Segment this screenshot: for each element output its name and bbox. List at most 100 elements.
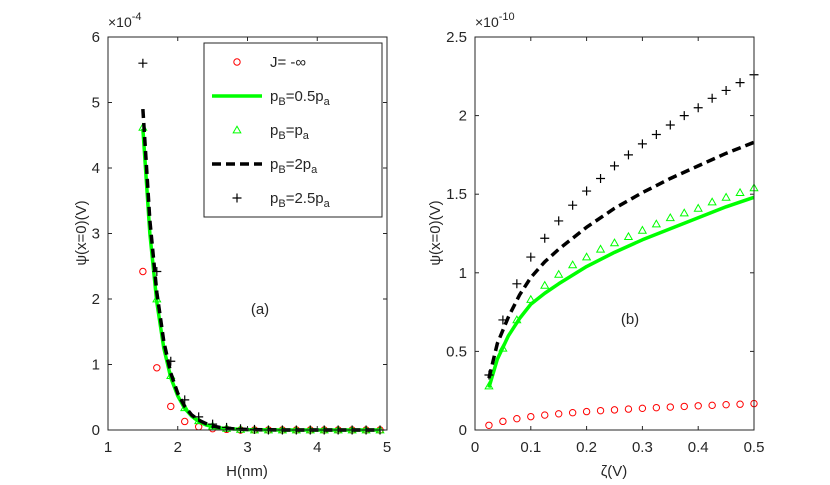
panel-b-y-tick-label: 2 — [459, 108, 467, 125]
legend-entry-0: J= -∞ — [233, 54, 306, 71]
panel-b-y-axis-label: ψ(x=0)(V) — [427, 200, 444, 265]
panel-a-y-tick-label: 6 — [92, 29, 100, 46]
legend-entry-2: pB=pa — [232, 122, 310, 142]
panel-a-series-pb2.5pa-point — [152, 266, 162, 276]
panel-b-x-tick-label: 0.5 — [744, 439, 765, 456]
panel-b-series-pbpa-point — [623, 231, 634, 240]
panel-b-series-pb2.5pa-point — [526, 252, 536, 262]
panel-b-y-tick-label: 1.5 — [446, 186, 467, 203]
panel-b-x-tick-label: 0.2 — [576, 439, 597, 456]
panel-a-series-pb2.5pa-point — [194, 412, 204, 422]
panel-b-series-pbpa-point — [665, 212, 675, 222]
legend-plus-marker — [232, 193, 242, 203]
panel-b-series-pb2.5pa-point — [582, 186, 592, 196]
panel-b-series-pbpa-point — [567, 260, 578, 269]
panel-b-data — [484, 70, 759, 429]
panel-b-series-pbpa-point — [637, 225, 648, 234]
panel-b-series-pbpa-point — [609, 238, 620, 247]
panel-a-x-tick-label: 2 — [174, 439, 182, 456]
panel-b: 0 0.1 0.2 0.3 0.4 0.5 0 0.5 1 1.5 2 2.5 ×10-10 ζ(V)… — [427, 11, 764, 480]
panel-b-series-j-point — [582, 407, 591, 416]
panel-b-series-pbpa-point — [554, 269, 564, 278]
panel-b-series-pbpa-point — [721, 192, 731, 201]
panel-b-y-tick-label: 1 — [459, 265, 467, 282]
panel-b-series-pb2.5pa-point — [484, 370, 494, 380]
panel-b-series-j-point — [624, 405, 633, 413]
panel-b-series-j-point — [680, 402, 688, 411]
panel-b-series-j-point — [541, 411, 549, 419]
legend-label: pB=pa — [270, 122, 310, 142]
panel-a-y-tick-label: 5 — [92, 95, 100, 112]
panel-b-series-pb2.5pa-point — [735, 78, 745, 88]
panel-b-series-pb2.5pa-point — [568, 200, 578, 210]
panel-b-series-pbpa-point — [693, 203, 703, 212]
panel-b-series-j-point — [652, 403, 661, 412]
panel-b-series-pb2.5pa-point — [610, 161, 619, 171]
panel-b-series-pbpa-point — [498, 343, 508, 352]
panel-b-x-axis-label: ζ(V) — [601, 463, 628, 480]
panel-a-y-tick-label: 1 — [92, 357, 100, 374]
panel-a-series-j-point — [181, 417, 189, 426]
panel-a-exponent: ×10-4 — [108, 11, 142, 30]
panel-a-y-tick-label: 0 — [92, 422, 100, 439]
legend-label: pB=2.5pa — [270, 190, 331, 210]
panel-b-series-j-point — [527, 412, 535, 421]
panel-b-series-pbpa-point — [581, 252, 592, 261]
panel-b-series-j-point — [499, 417, 507, 426]
panel-b-series-pbpa-point — [512, 315, 522, 324]
panel-b-series-pb2.5pa-point — [693, 103, 703, 113]
panel-a-series-j-point — [153, 364, 161, 372]
panel-b-x-tick-label: 0.3 — [632, 439, 653, 456]
panel-b-series-j-point — [513, 414, 521, 423]
panel-b-series-pb2.5pa-point — [512, 279, 522, 289]
panel-b-y-tick-label: 0 — [459, 422, 467, 439]
panel-b-series-pbpa-point — [735, 187, 745, 196]
legend: J= -∞ pB=0.5pa pB=pa pB=2pa pB=2.5pa — [203, 42, 383, 218]
panel-b-series-j-point — [596, 406, 605, 415]
legend-box — [203, 42, 383, 218]
panel-a-ticks — [107, 36, 388, 431]
panel-a-x-tick-label: 5 — [383, 439, 391, 456]
panel-b-series-pb2.5pa-point — [721, 85, 731, 95]
panel-b-series-pb2.5pa-point — [665, 120, 675, 130]
panel-b-series-pbpa-point — [484, 381, 494, 390]
panel-b-series-pb2.5pa-point — [637, 139, 647, 149]
panel-b-tick-labels: 0 0.1 0.2 0.3 0.4 0.5 0 0.5 1 1.5 2 2.5 — [446, 29, 764, 456]
panel-b-series-pbpa-point — [540, 280, 550, 289]
panel-b-series-pb2.5pa-point — [623, 150, 633, 160]
panel-a-y-axis-label: ψ(x=0)(V) — [73, 200, 90, 265]
panel-b-series-pbpa-point — [595, 244, 606, 253]
panel-b-series-pb2.5pa-point — [679, 111, 689, 121]
legend-triangle-marker — [232, 125, 242, 134]
panel-a-series-j-point — [167, 402, 175, 411]
panel-b-series-pbpa-point — [679, 208, 689, 217]
panel-a-series-pbpa-point — [180, 402, 190, 412]
panel-a-series-pb2.5pa-point — [166, 356, 176, 366]
panel-b-series-pb0.5pa-line — [487, 195, 755, 389]
panel-b-series-j-point — [485, 421, 493, 429]
panel-b-x-tick-label: 0 — [471, 439, 479, 456]
panel-b-series-pb2.5pa-point — [554, 216, 564, 226]
panel-a-series-pb2.5pa-point — [180, 395, 190, 405]
legend-entry-4: pB=2.5pa — [232, 190, 331, 210]
panel-a-x-axis-label: H(nm) — [226, 463, 268, 480]
panel-a-y-tick-label: 2 — [92, 291, 100, 308]
panel-a-series-pb2.5pa-point — [138, 58, 148, 68]
panel-b-series-j-point — [736, 400, 744, 408]
legend-label: pB=0.5pa — [270, 88, 331, 108]
panel-b-series-pbpa-point — [651, 219, 662, 228]
panel-b-series-pb2.5pa-point — [540, 233, 550, 243]
panel-b-series-j-point — [708, 401, 716, 410]
panel-b-label: (b) — [621, 311, 639, 328]
panel-b-series-pb2.5pa-point — [498, 315, 508, 325]
panel-a-x-tick-label: 4 — [313, 439, 321, 456]
legend-label: J= -∞ — [270, 54, 306, 71]
panel-b-y-tick-label: 0.5 — [446, 343, 467, 360]
panel-a-label: (a) — [251, 301, 269, 318]
panel-a-series-pb2.5pa-point — [208, 419, 218, 429]
panel-b-y-tick-label: 2.5 — [446, 29, 467, 46]
